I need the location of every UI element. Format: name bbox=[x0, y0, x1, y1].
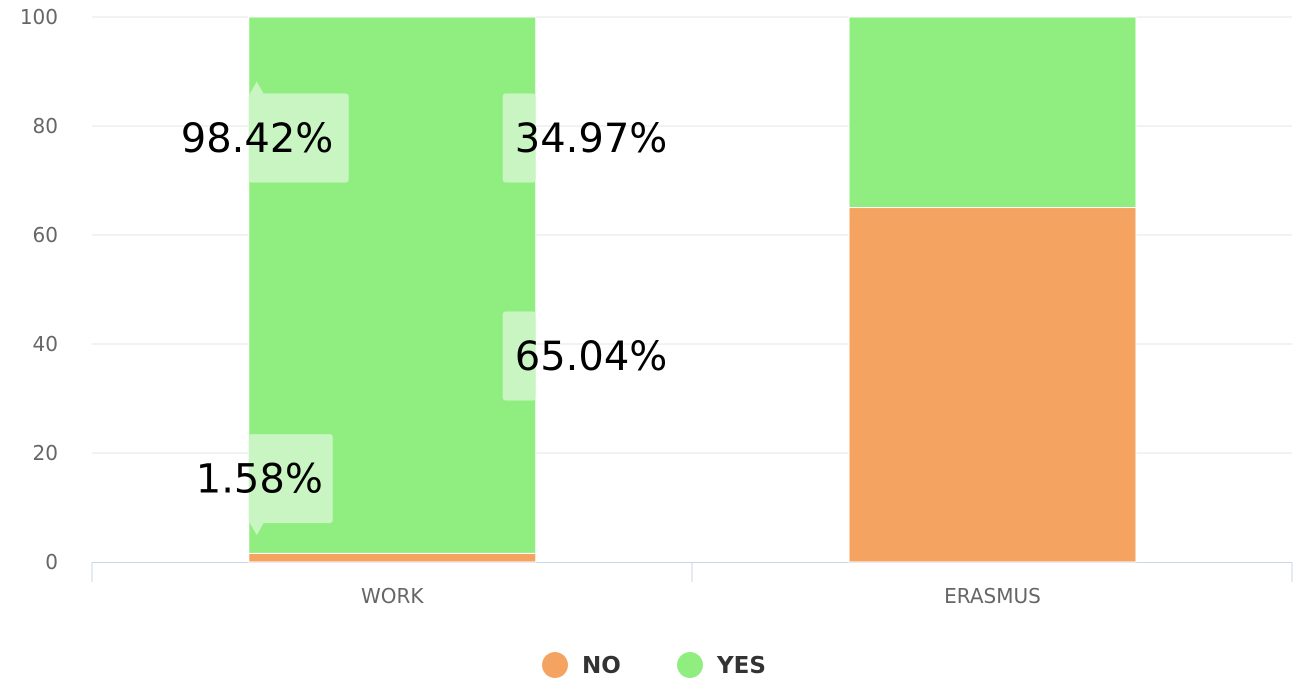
y-tick-label: 60 bbox=[33, 223, 58, 247]
legend-label: YES bbox=[716, 653, 766, 679]
bar-yes-erasmus bbox=[848, 16, 1137, 209]
data-label-pointer bbox=[248, 81, 265, 96]
y-tick-label: 100 bbox=[20, 5, 58, 29]
legend-item-yes[interactable]: YES bbox=[677, 652, 766, 679]
data-label-box bbox=[502, 93, 536, 183]
data-label: 65.04% bbox=[515, 334, 668, 380]
data-label: 98.42% bbox=[181, 116, 334, 162]
legend-marker bbox=[542, 652, 568, 678]
legend-item-no[interactable]: NO bbox=[542, 652, 621, 679]
y-tick-label: 20 bbox=[33, 441, 58, 465]
legend-label: NO bbox=[582, 653, 621, 679]
x-category-label: ERASMUS bbox=[944, 584, 1041, 608]
data-label-pointer bbox=[248, 521, 265, 536]
data-label-box bbox=[502, 311, 536, 401]
data-label: 34.97% bbox=[515, 116, 668, 162]
x-category-label: WORK bbox=[361, 584, 424, 608]
data-label-box bbox=[248, 93, 349, 183]
y-tick-label: 0 bbox=[45, 550, 58, 574]
bar-no-work bbox=[248, 552, 537, 563]
data-label: 1.58% bbox=[196, 457, 323, 503]
data-label-box bbox=[248, 434, 333, 524]
y-tick-label: 40 bbox=[33, 332, 58, 356]
legend-marker bbox=[677, 652, 703, 678]
bar-no-erasmus bbox=[848, 207, 1137, 563]
y-tick-label: 80 bbox=[33, 114, 58, 138]
